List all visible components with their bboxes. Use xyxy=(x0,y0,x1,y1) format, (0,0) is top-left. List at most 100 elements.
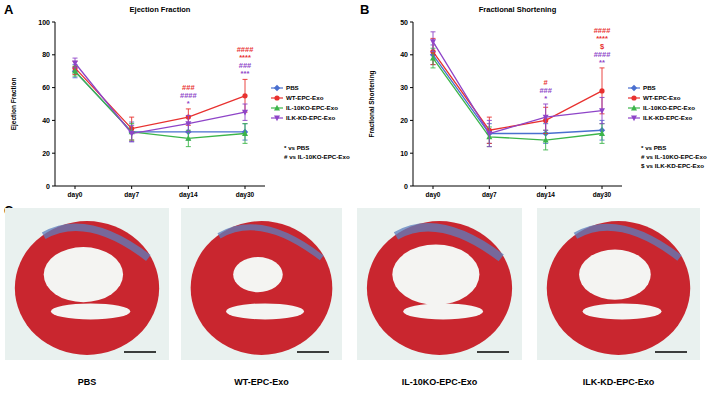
data-point xyxy=(543,115,549,121)
myocardium xyxy=(15,221,159,355)
x-tick xyxy=(245,186,246,189)
fibrosis xyxy=(575,227,679,258)
y-tick-label: 20 xyxy=(400,117,408,124)
legend-note: $ vs ILK-KD-EPC-Exo xyxy=(641,162,704,169)
image-background xyxy=(537,208,700,360)
panel-label: B xyxy=(360,2,369,17)
lumen xyxy=(392,245,479,305)
y-tick-label: 40 xyxy=(400,51,408,58)
error-bar xyxy=(431,32,436,52)
fibrosis xyxy=(44,227,149,258)
x-tick xyxy=(131,186,132,189)
legend-label: ILK-KD-EPC-Exo xyxy=(643,114,692,121)
data-point xyxy=(430,39,436,45)
y-tick xyxy=(52,186,55,187)
x-tick-label: day14 xyxy=(179,191,198,199)
plot-area xyxy=(72,58,248,147)
y-tick-label: 20 xyxy=(42,150,50,157)
lumen xyxy=(403,303,483,319)
y-tick xyxy=(410,54,413,55)
x-tick xyxy=(545,186,546,189)
data-point xyxy=(129,131,135,137)
x-tick xyxy=(489,186,490,189)
y-axis-line xyxy=(413,22,414,186)
scale-bar xyxy=(477,351,509,353)
legend-marker xyxy=(631,116,637,122)
y-axis-line xyxy=(55,22,56,186)
legend: PBSWT-EPC-ExoIL-10KO-EPC-ExoILK-KD-EPC-E… xyxy=(628,84,707,169)
lumen xyxy=(44,247,123,302)
significance-annotation: ** xyxy=(599,58,605,67)
significance-annotation: * xyxy=(187,99,190,108)
significance-annotation: *** xyxy=(241,69,250,78)
x-tick-label: day7 xyxy=(124,191,139,199)
lumen xyxy=(51,303,130,319)
data-point xyxy=(599,130,605,136)
legend-label: PBS xyxy=(286,84,299,91)
data-point xyxy=(185,135,191,141)
x-tick-label: day7 xyxy=(482,191,497,199)
histology-image xyxy=(181,208,342,360)
fibrosis xyxy=(219,227,322,258)
y-tick xyxy=(52,120,55,121)
data-point xyxy=(242,93,247,98)
histology-image xyxy=(5,208,169,360)
chart-panel: BFractional ShorteningFractional Shorten… xyxy=(360,2,707,199)
histology-image xyxy=(357,208,522,360)
significance-annotation: * xyxy=(544,94,547,103)
scale-bar xyxy=(655,351,687,353)
y-tick xyxy=(52,87,55,88)
x-axis-line xyxy=(413,186,622,187)
scale-bar xyxy=(297,351,329,353)
image-caption: WT-EPC-Exo xyxy=(234,377,289,387)
figure: AEjection FractionEjection Fraction02040… xyxy=(0,0,714,394)
series-line xyxy=(433,58,602,140)
x-tick-label: day0 xyxy=(68,191,83,199)
x-tick-label: day30 xyxy=(236,191,255,199)
data-point xyxy=(430,55,436,61)
myocardium xyxy=(547,221,690,355)
x-tick xyxy=(433,186,434,189)
data-point xyxy=(72,68,78,74)
x-axis-line xyxy=(55,186,265,187)
chart-title: Ejection Fraction xyxy=(130,5,191,14)
series-line xyxy=(75,63,245,134)
legend-marker xyxy=(274,105,280,111)
y-tick-label: 60 xyxy=(42,84,50,91)
panel-label: A xyxy=(4,2,14,17)
histology-image xyxy=(537,208,700,360)
lumen xyxy=(226,303,304,319)
legend-note: # vs IL-10KO-EPC-Exo xyxy=(284,153,350,160)
legend: PBSWT-EPC-ExoIL-10KO-EPC-ExoILK-KD-EPC-E… xyxy=(271,84,350,160)
legend-marker xyxy=(631,85,637,91)
myocardium xyxy=(367,221,512,355)
image-background xyxy=(181,208,342,360)
data-point xyxy=(242,130,248,136)
series-line xyxy=(433,52,602,131)
y-tick xyxy=(52,22,55,23)
legend-note: # vs IL-10KO-EPC-Exo xyxy=(641,153,707,160)
x-tick-label: day0 xyxy=(426,191,441,199)
legend-label: WT-EPC-Exo xyxy=(286,94,324,101)
myocardium xyxy=(191,221,333,355)
chart-title: Fractional Shortening xyxy=(479,5,557,14)
legend-marker xyxy=(631,95,636,100)
lumen xyxy=(583,303,662,319)
x-tick-label: day30 xyxy=(593,191,612,199)
data-point xyxy=(242,110,248,116)
plot-area xyxy=(430,32,605,150)
x-tick xyxy=(188,186,189,189)
legend-label: IL-10KO-EPC-Exo xyxy=(643,104,695,111)
y-tick xyxy=(410,120,413,121)
y-tick-label: 100 xyxy=(38,19,50,26)
y-tick-label: 10 xyxy=(400,150,408,157)
image-background xyxy=(357,208,522,360)
error-bar xyxy=(73,58,78,68)
image-caption: ILK-KD-EPC-Exo xyxy=(583,377,655,387)
data-point xyxy=(72,61,78,67)
y-tick xyxy=(410,22,413,23)
y-tick-label: 50 xyxy=(400,19,408,26)
y-axis-label: Ejection Fraction xyxy=(10,78,18,131)
y-tick xyxy=(52,54,55,55)
legend-marker xyxy=(631,105,637,111)
